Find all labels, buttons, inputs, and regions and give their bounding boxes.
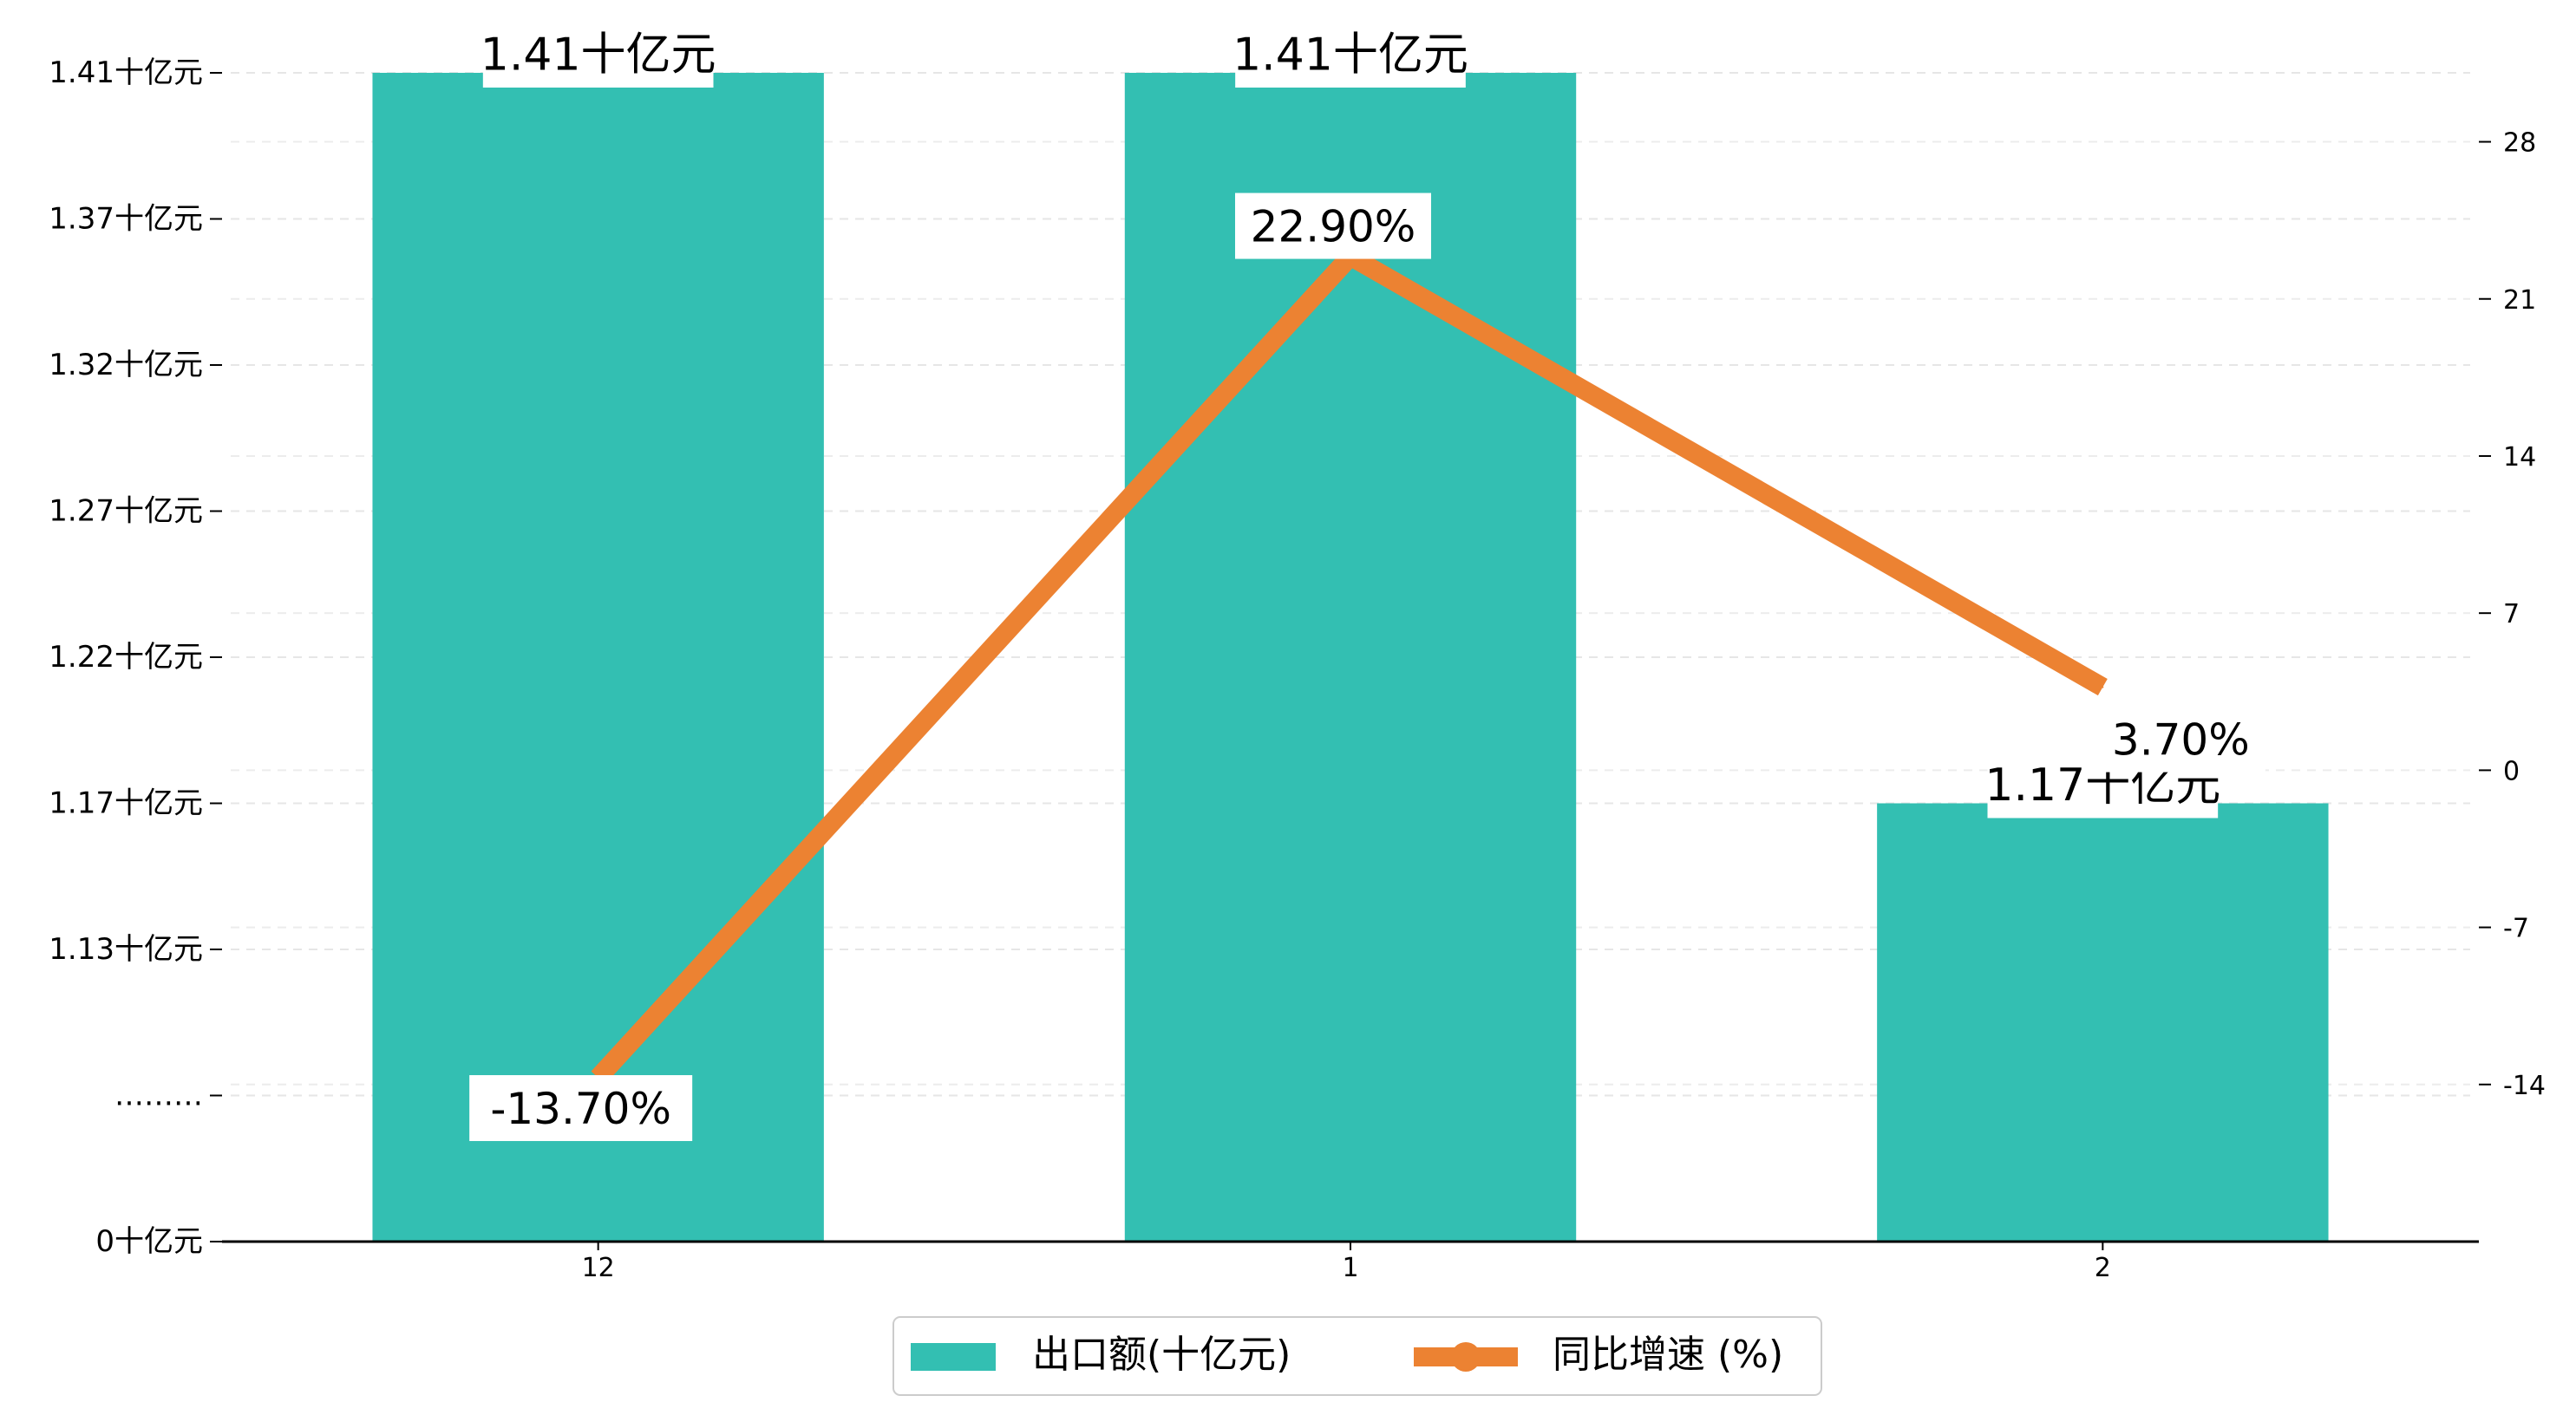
bar-data-label: 1.41十亿元 (1232, 29, 1468, 82)
legend-label-bar: 出口额(十亿元) (1032, 1333, 1291, 1377)
y-left-tick-label: ……… (114, 1079, 203, 1113)
y-right-tick-label: -14 (2503, 1071, 2546, 1101)
bar-series (372, 73, 2329, 1242)
legend-swatch-bar (911, 1343, 996, 1371)
legend-marker-line (1451, 1342, 1481, 1372)
bar-data-label: 1.41十亿元 (481, 29, 716, 82)
y-right-tick-label: 14 (2503, 442, 2536, 473)
y-left-tick-label: 1.32十亿元 (49, 348, 203, 382)
line-data-label: -13.70% (490, 1084, 671, 1134)
line-data-label-box (469, 1075, 693, 1142)
bar-data-label-box (1235, 20, 1466, 88)
legend-frame (892, 1316, 1822, 1396)
axes: 12 1 20十亿元………1.13十亿元1.17十亿元1.22十亿元1.27十亿元1… (49, 55, 2546, 1283)
y-left-tick-label: 0十亿元 (95, 1224, 203, 1259)
bar (1877, 803, 2329, 1242)
y-right-tick-label: 28 (2503, 128, 2536, 159)
y-left-tick-label: 1.22十亿元 (49, 640, 203, 675)
y-left-tick-label: 1.13十亿元 (49, 932, 203, 967)
y-left-tick-label: 1.17十亿元 (49, 786, 203, 821)
bar-data-label-box (482, 20, 714, 88)
y-left-tick-label: 1.37十亿元 (49, 202, 203, 237)
bar (372, 73, 824, 1242)
line-data-label: 22.90% (1251, 202, 1416, 252)
legend: 出口额(十亿元) 同比增速 (%) (892, 1316, 1822, 1396)
line-data-label-box (2095, 706, 2265, 773)
x-tick-label: 2 (2095, 1253, 2111, 1283)
y-right-tick-label: 21 (2503, 285, 2536, 316)
line-point (2102, 686, 2104, 688)
x-tick-label: 12 (582, 1253, 615, 1283)
y-left-tick-label: 1.27十亿元 (49, 494, 203, 529)
y-right-tick-label: -7 (2503, 914, 2529, 944)
y-right-tick-label: 0 (2503, 756, 2520, 786)
x-tick-label: 1 (1342, 1253, 1358, 1283)
y-right-tick-label: 7 (2503, 599, 2520, 629)
y-left-tick-label: 1.41十亿元 (49, 55, 203, 90)
legend-label-line: 同比增速 (%) (1553, 1333, 1783, 1377)
line-data-label: 3.70% (2112, 715, 2250, 766)
line-data-label-box (1235, 192, 1431, 259)
